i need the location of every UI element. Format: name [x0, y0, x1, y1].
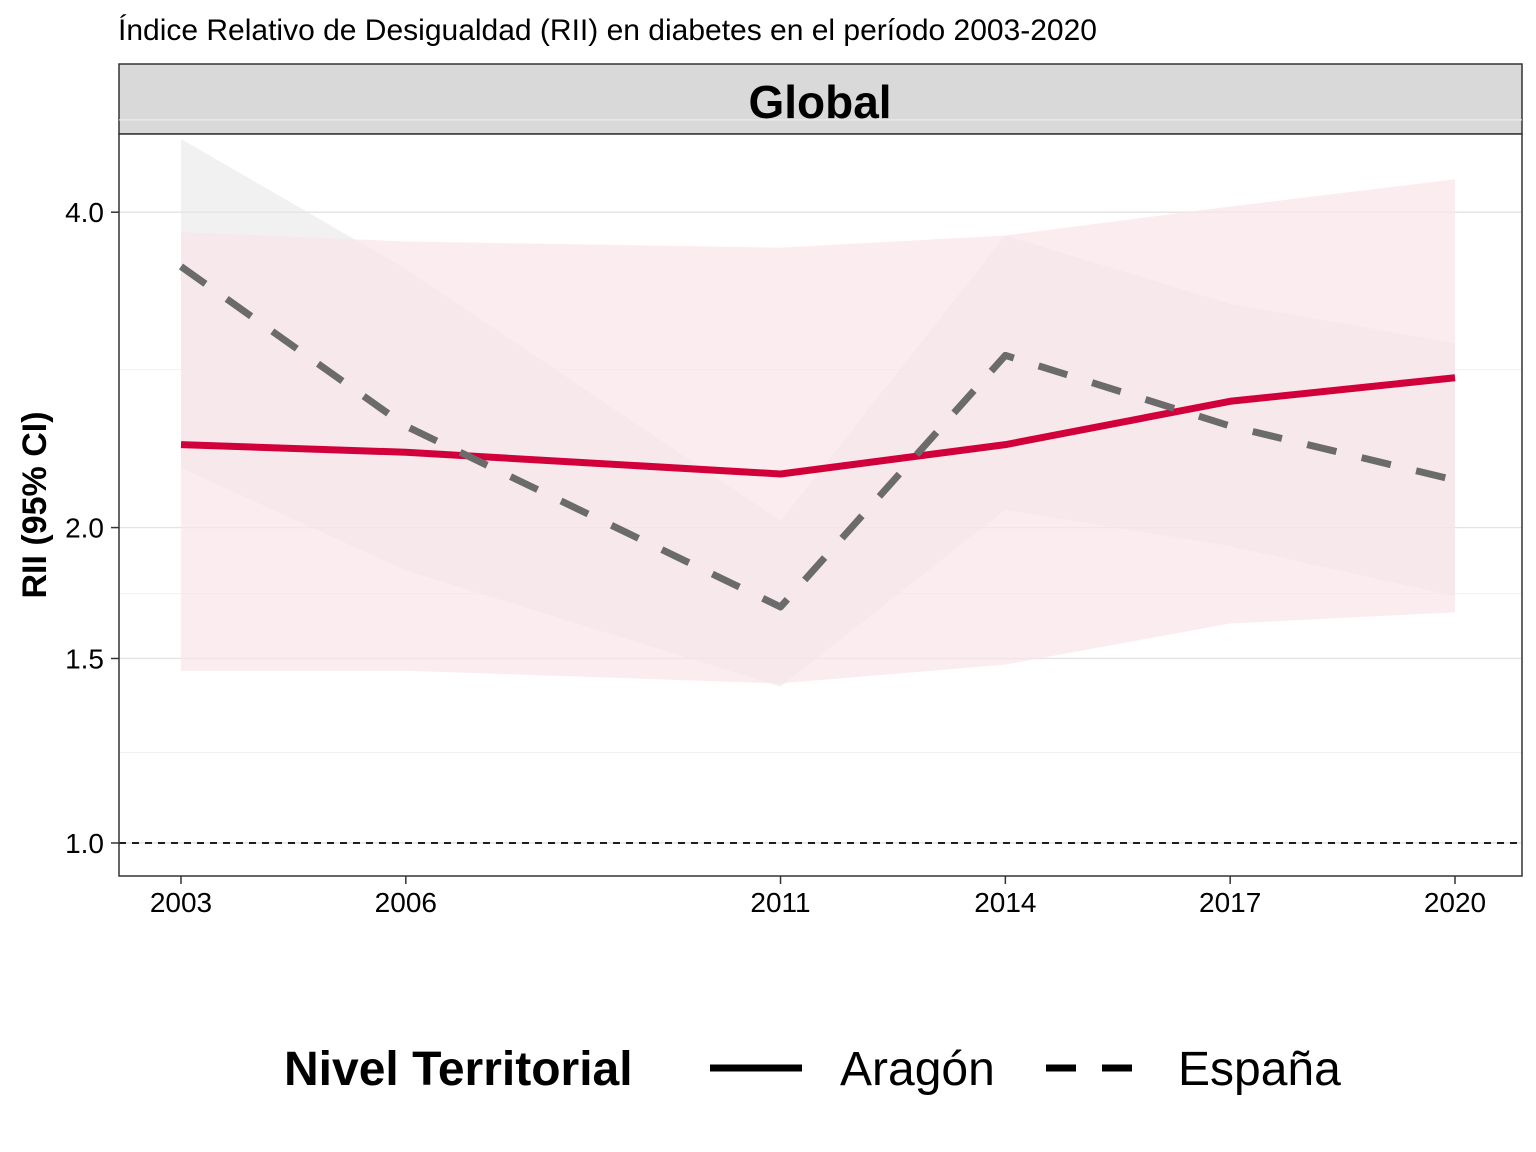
panel-border — [118, 133, 1523, 877]
facet-strip — [118, 63, 1523, 135]
confidence-bands — [181, 138, 1455, 687]
x-tick-label: 2020 — [1424, 887, 1486, 918]
legend-title: Nivel Territorial — [284, 1043, 633, 1096]
series-line-espana — [178, 263, 1456, 611]
x-tick-label: 2003 — [150, 887, 212, 918]
legend-label-aragon: Aragón — [840, 1043, 995, 1096]
x-tick-label: 2006 — [375, 887, 437, 918]
x-tick-label: 2014 — [974, 887, 1036, 918]
ci-band-aragon — [181, 179, 1455, 684]
y-tick-label: 2.0 — [65, 513, 104, 544]
series-lines — [178, 263, 1456, 611]
legend: Nivel Territorial Aragón España — [284, 1043, 1341, 1096]
y-axis-label: RII (95% CI) — [16, 411, 54, 598]
legend-label-espana: España — [1178, 1043, 1341, 1096]
x-tick-label: 2017 — [1199, 887, 1261, 918]
series-line-aragon — [180, 374, 1456, 478]
y-axis: 1.0 1.5 2.0 4.0 — [65, 197, 119, 859]
y-tick-label: 4.0 — [65, 197, 104, 228]
x-tick-label: 2011 — [750, 887, 810, 918]
y-tick-label: 1.0 — [65, 828, 104, 859]
chart-title: Índice Relativo de Desigualdad (RII) en … — [118, 14, 1097, 47]
facet-strip-label: Global — [748, 76, 891, 128]
y-tick-label: 1.5 — [65, 643, 104, 674]
x-axis: 2003 2006 2011 2014 2017 2020 — [150, 876, 1486, 918]
